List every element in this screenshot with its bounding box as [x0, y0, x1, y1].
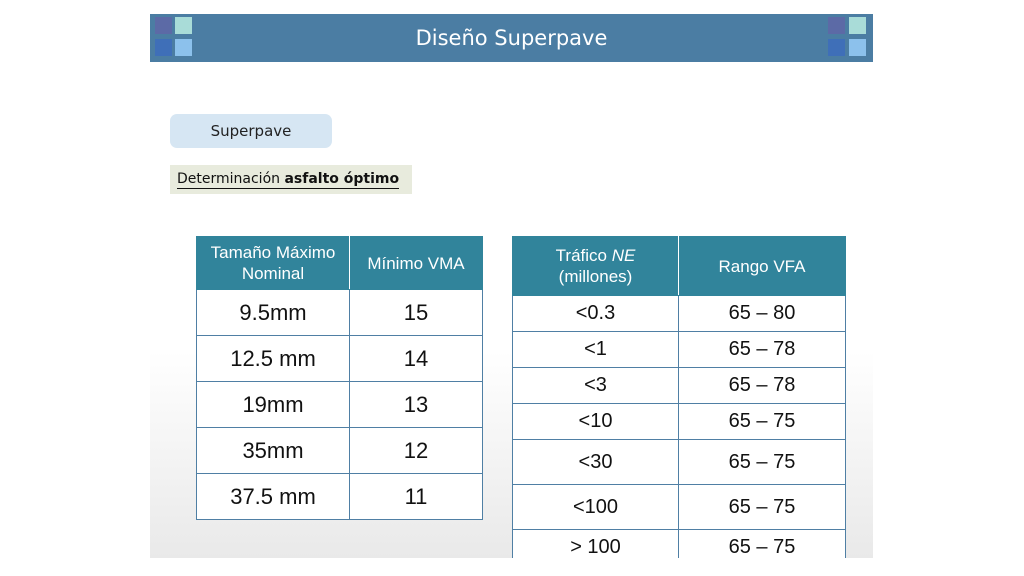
slide-title: Diseño Superpave — [415, 26, 608, 50]
decor-square-icon — [828, 17, 845, 34]
vfa-range-cell: 65 – 75 — [678, 403, 846, 440]
vfa-header-traffic-prefix: Tráfico — [555, 246, 612, 265]
vfa-traffic-cell: <30 — [512, 439, 679, 485]
vfa-range-cell: 65 – 75 — [678, 439, 846, 485]
table-row: 9.5mm 15 — [196, 289, 483, 336]
vfa-traffic-cell: > 100 — [512, 529, 679, 558]
table-row: <3 65 – 78 — [512, 367, 846, 404]
table-row: <100 65 – 75 — [512, 484, 846, 530]
vma-value-cell: 11 — [349, 473, 483, 520]
subheading-prefix: Determinación — [177, 171, 285, 187]
vfa-range-cell: 65 – 78 — [678, 331, 846, 368]
table-row: <0.3 65 – 80 — [512, 295, 846, 332]
vfa-range-cell: 65 – 75 — [678, 529, 846, 558]
vma-value-cell: 15 — [349, 289, 483, 336]
table-row: 12.5 mm 14 — [196, 335, 483, 382]
subheading-text: Determinación asfalto óptimo — [177, 171, 400, 189]
subheading: Determinación asfalto óptimo — [170, 165, 413, 194]
vfa-range-cell: 65 – 80 — [678, 295, 846, 332]
vma-size-cell: 37.5 mm — [196, 473, 350, 520]
vfa-traffic-cell: <0.3 — [512, 295, 679, 332]
vfa-traffic-cell: <100 — [512, 484, 679, 530]
vma-value-cell: 13 — [349, 381, 483, 428]
table-row: 37.5 mm 11 — [196, 473, 483, 520]
slide: Diseño Superpave Superpave Determinación… — [150, 14, 873, 558]
vfa-header-traffic-italic: NE — [611, 246, 636, 265]
decor-square-icon — [849, 39, 866, 56]
vfa-traffic-cell: <3 — [512, 367, 679, 404]
decor-square-icon — [155, 39, 172, 56]
vma-size-cell: 35mm — [196, 427, 350, 474]
table-row: > 100 65 – 75 — [512, 529, 846, 558]
superpave-label: Superpave — [170, 114, 332, 148]
vfa-range-cell: 65 – 78 — [678, 367, 846, 404]
vma-value-cell: 14 — [349, 335, 483, 382]
table-row: <10 65 – 75 — [512, 403, 846, 440]
title-bar: Diseño Superpave — [150, 14, 873, 62]
decor-square-icon — [155, 17, 172, 34]
vfa-traffic-cell: <10 — [512, 403, 679, 440]
table-row: 35mm 12 — [196, 427, 483, 474]
vma-header-min: Mínimo VMA — [349, 236, 483, 290]
decor-square-icon — [175, 39, 192, 56]
vma-size-cell: 19mm — [196, 381, 350, 428]
vfa-range-cell: 65 – 75 — [678, 484, 846, 530]
vfa-traffic-cell: <1 — [512, 331, 679, 368]
vfa-header-range: Rango VFA — [678, 236, 846, 296]
subheading-bold: asfalto óptimo — [284, 171, 400, 187]
vma-size-cell: 9.5mm — [196, 289, 350, 336]
decor-square-icon — [828, 39, 845, 56]
decor-square-icon — [849, 17, 866, 34]
vfa-header-traffic-suffix: (millones) — [558, 267, 633, 286]
vma-value-cell: 12 — [349, 427, 483, 474]
table-row: <30 65 – 75 — [512, 439, 846, 485]
vma-size-cell: 12.5 mm — [196, 335, 350, 382]
decor-square-icon — [175, 17, 192, 34]
vfa-header-traffic: Tráfico NE (millones) — [512, 236, 679, 296]
vma-header-size: Tamaño Máximo Nominal — [196, 236, 350, 290]
vma-table: Tamaño Máximo Nominal Mínimo VMA 9.5mm 1… — [196, 236, 483, 520]
table-row: 19mm 13 — [196, 381, 483, 428]
vfa-table: Tráfico NE (millones) Rango VFA <0.3 65 –… — [512, 236, 846, 558]
table-row: <1 65 – 78 — [512, 331, 846, 368]
